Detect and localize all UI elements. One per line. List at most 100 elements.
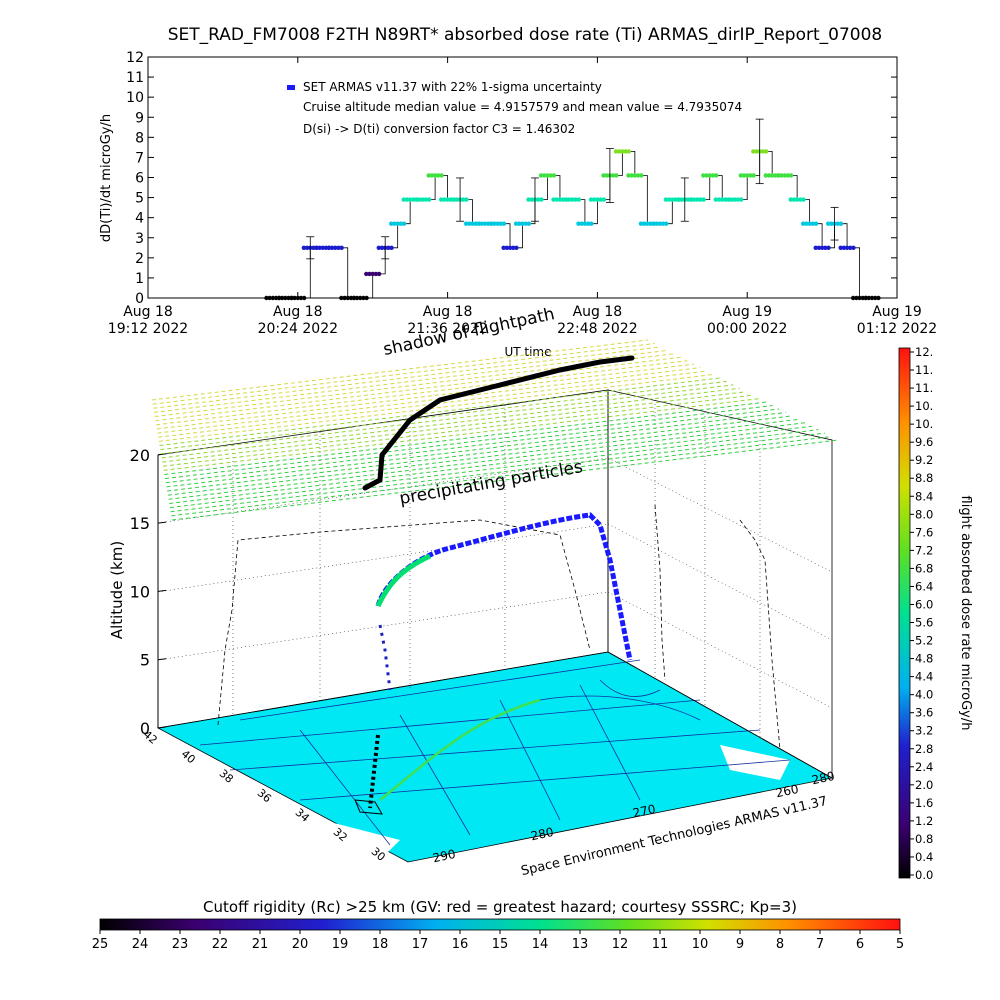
dose-rate-point — [623, 149, 628, 154]
dose-rate-point — [776, 173, 781, 178]
dose-rate-point — [651, 221, 656, 226]
rc-tick-label: 12 — [612, 937, 629, 952]
dose-rate-point — [429, 173, 435, 178]
dose-rate-point — [373, 271, 379, 277]
dose-rate-point — [695, 197, 700, 202]
dose-rate-point — [704, 173, 709, 178]
rc-tick-label: 11 — [652, 937, 669, 952]
dose-rate-point — [407, 197, 413, 202]
dose-tick-label: 8.0 — [915, 507, 933, 521]
dose-rate-point — [476, 221, 481, 226]
dose-rate-point — [654, 221, 659, 226]
dose-rate-point — [511, 245, 516, 250]
precip-grid-line — [160, 384, 734, 455]
x-tick-date: Aug 19 — [872, 304, 922, 320]
dose-rate-point — [679, 197, 684, 202]
rc-tick-label: 13 — [572, 937, 589, 952]
precip-grid-line — [165, 408, 780, 484]
dose-rate-point — [442, 197, 447, 202]
dose-rate-point — [720, 197, 725, 202]
dose-rate-point — [482, 221, 488, 226]
dose-rate-point — [304, 245, 310, 250]
dose-rate-point — [563, 197, 569, 202]
dose-rate-point — [361, 295, 366, 301]
dose-rate-point — [439, 197, 444, 202]
dose-tick-label: 9.6 — [915, 435, 933, 449]
dose-rate-point — [738, 173, 743, 178]
precip-grid-line — [152, 342, 655, 405]
dose-rate-point — [376, 245, 381, 250]
dose-rate-point — [629, 173, 634, 178]
dose-rate-point — [501, 245, 506, 250]
dose-rate-point — [317, 245, 322, 250]
altitude-tick-label: 20 — [130, 446, 150, 465]
altitude-tick-mark — [157, 726, 167, 729]
dose-rate-point — [426, 173, 431, 178]
dose-rate-point — [276, 295, 282, 301]
flightpath-wall-projection-mid — [654, 504, 666, 681]
rc-tick-label: 17 — [412, 937, 429, 952]
dose-rate-point — [645, 221, 650, 226]
dose-rate-point — [401, 197, 406, 202]
flightpath-3d — [375, 512, 633, 661]
flightpath-wall-projection-left — [217, 519, 591, 726]
dose-colorbar — [898, 347, 911, 879]
dose-rate-point — [851, 245, 856, 250]
dose-rate-point — [492, 221, 497, 226]
dose-rate-point — [538, 173, 544, 178]
precip-grid-line — [168, 422, 806, 500]
y-tick-label: 1 — [135, 271, 144, 287]
dose-rate-point — [314, 245, 319, 250]
dose-rate-point — [464, 197, 469, 202]
dose-rate-point — [663, 197, 669, 202]
dose-rate-point — [389, 221, 394, 226]
dose-rate-point — [432, 173, 438, 178]
legend-median-mean-note: Cruise altitude median value = 4.9157579… — [303, 100, 742, 114]
altitude-tick-mark — [157, 658, 167, 661]
rc-colorbar — [99, 918, 901, 931]
x-tick-date: Aug 18 — [423, 304, 473, 320]
dose-rate-point — [779, 173, 784, 178]
y-tick-label: 3 — [135, 231, 144, 247]
dose-rate-point — [838, 245, 843, 250]
dose-rate-point — [426, 197, 432, 202]
altitude-axis: 0 5 10 15 20 — [130, 446, 167, 738]
altitude-tick-mark — [157, 589, 167, 592]
dose-rate-point — [676, 197, 681, 202]
dose-rate-point — [716, 197, 722, 202]
dose-rate-point — [570, 197, 575, 202]
rc-colorbar-title: Cutoff rigidity (Rc) >25 km (GV: red = g… — [203, 898, 797, 916]
dose-rate-point — [436, 173, 441, 178]
dose-rate-point — [641, 221, 647, 226]
dose-rate-point — [876, 295, 881, 301]
dose-rate-point — [732, 197, 737, 202]
dose-rate-point — [364, 271, 369, 277]
dose-rate-point — [504, 245, 510, 250]
dose-rate-point — [342, 295, 347, 301]
dose-rate-point — [501, 221, 507, 226]
dose-rate-point — [804, 221, 809, 226]
dose-rate-point — [873, 295, 878, 301]
dose-rate-point — [635, 173, 641, 178]
dose-rate-point — [688, 197, 694, 202]
dose-rate-point — [445, 197, 450, 202]
dose-rate-point — [798, 197, 803, 202]
dose-tick-label: 6.4 — [915, 579, 933, 593]
altitude-axis-label: Altitude (km) — [108, 541, 126, 639]
x-tick-date: Aug 18 — [573, 304, 623, 320]
dose-rate-point — [766, 173, 772, 178]
dose-rate-point — [614, 173, 619, 178]
rc-tick-label: 10 — [692, 937, 709, 952]
rc-tick-label: 24 — [132, 937, 149, 952]
dose-rate-point — [707, 173, 712, 178]
dose-rate-point — [535, 197, 541, 202]
dose-rate-point — [788, 197, 793, 202]
precip-grid-line — [153, 346, 662, 409]
dose-rate-point — [298, 295, 304, 301]
dose-rate-point — [351, 295, 357, 301]
dose-rate-point — [726, 197, 731, 202]
dose-colorbar-label: flight absorbed dose rate microGy/h — [958, 496, 973, 731]
precip-grid-line — [166, 411, 786, 488]
y-tick-label: 11 — [126, 70, 144, 86]
precip-grid-line — [165, 405, 773, 480]
